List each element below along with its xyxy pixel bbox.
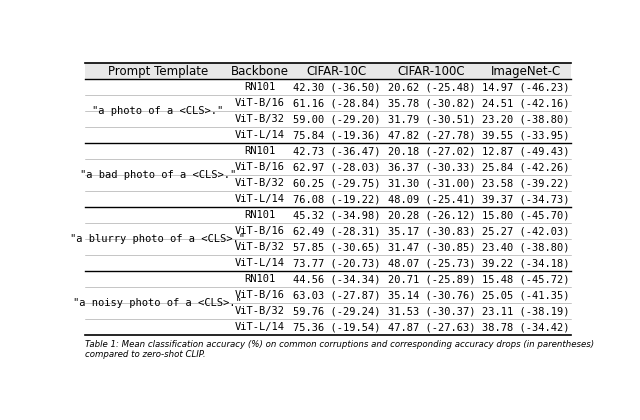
Text: ViT-B/16: ViT-B/16 xyxy=(235,290,285,300)
Text: 24.51 (-42.16): 24.51 (-42.16) xyxy=(483,98,570,108)
Text: CIFAR-10C: CIFAR-10C xyxy=(307,65,367,78)
Text: ViT-B/16: ViT-B/16 xyxy=(235,226,285,236)
Text: 20.71 (-25.89): 20.71 (-25.89) xyxy=(388,274,475,284)
Text: ViT-B/32: ViT-B/32 xyxy=(235,178,285,188)
Text: 31.79 (-30.51): 31.79 (-30.51) xyxy=(388,114,475,124)
Text: 31.53 (-30.37): 31.53 (-30.37) xyxy=(388,306,475,316)
Text: 25.27 (-42.03): 25.27 (-42.03) xyxy=(483,226,570,236)
Text: 31.47 (-30.85): 31.47 (-30.85) xyxy=(388,242,475,252)
Text: 23.40 (-38.80): 23.40 (-38.80) xyxy=(483,242,570,252)
Text: Table 1: Mean classification accuracy (%) on common corruptions and correspondin: Table 1: Mean classification accuracy (%… xyxy=(85,340,594,359)
Text: "a photo of a <CLS>.": "a photo of a <CLS>." xyxy=(92,106,223,116)
Text: 38.78 (-34.42): 38.78 (-34.42) xyxy=(483,322,570,332)
Text: 36.37 (-30.33): 36.37 (-30.33) xyxy=(388,162,475,172)
Text: 47.87 (-27.63): 47.87 (-27.63) xyxy=(388,322,475,332)
Text: 31.30 (-31.00): 31.30 (-31.00) xyxy=(388,178,475,188)
Text: "a noisy photo of a <CLS>.": "a noisy photo of a <CLS>." xyxy=(74,298,243,308)
Text: 20.28 (-26.12): 20.28 (-26.12) xyxy=(388,210,475,220)
Text: 76.08 (-19.22): 76.08 (-19.22) xyxy=(292,194,380,204)
Text: 35.14 (-30.76): 35.14 (-30.76) xyxy=(388,290,475,300)
Text: RN101: RN101 xyxy=(244,210,276,220)
Text: 59.00 (-29.20): 59.00 (-29.20) xyxy=(292,114,380,124)
Text: 48.09 (-25.41): 48.09 (-25.41) xyxy=(388,194,475,204)
Text: 75.84 (-19.36): 75.84 (-19.36) xyxy=(292,130,380,140)
Text: 14.97 (-46.23): 14.97 (-46.23) xyxy=(483,82,570,92)
Text: 62.49 (-28.31): 62.49 (-28.31) xyxy=(292,226,380,236)
Text: 35.17 (-30.83): 35.17 (-30.83) xyxy=(388,226,475,236)
Text: 45.32 (-34.98): 45.32 (-34.98) xyxy=(292,210,380,220)
Text: Backbone: Backbone xyxy=(231,65,289,78)
Text: 48.07 (-25.73): 48.07 (-25.73) xyxy=(388,258,475,268)
Text: 57.85 (-30.65): 57.85 (-30.65) xyxy=(292,242,380,252)
Text: 59.76 (-29.24): 59.76 (-29.24) xyxy=(292,306,380,316)
Text: 60.25 (-29.75): 60.25 (-29.75) xyxy=(292,178,380,188)
Text: 63.03 (-27.87): 63.03 (-27.87) xyxy=(292,290,380,300)
Text: 15.80 (-45.70): 15.80 (-45.70) xyxy=(483,210,570,220)
Text: 39.37 (-34.73): 39.37 (-34.73) xyxy=(483,194,570,204)
Text: ViT-L/14: ViT-L/14 xyxy=(235,258,285,268)
Text: 20.62 (-25.48): 20.62 (-25.48) xyxy=(388,82,475,92)
Text: 12.87 (-49.43): 12.87 (-49.43) xyxy=(483,146,570,156)
Text: CIFAR-100C: CIFAR-100C xyxy=(397,65,465,78)
Text: 42.30 (-36.50): 42.30 (-36.50) xyxy=(292,82,380,92)
Text: RN101: RN101 xyxy=(244,274,276,284)
Text: ViT-B/32: ViT-B/32 xyxy=(235,242,285,252)
Text: 23.20 (-38.80): 23.20 (-38.80) xyxy=(483,114,570,124)
Text: ViT-L/14: ViT-L/14 xyxy=(235,130,285,140)
Text: 73.77 (-20.73): 73.77 (-20.73) xyxy=(292,258,380,268)
Text: "a blurry photo of a <CLS>.": "a blurry photo of a <CLS>." xyxy=(70,234,245,244)
Text: 25.05 (-41.35): 25.05 (-41.35) xyxy=(483,290,570,300)
Text: 44.56 (-34.34): 44.56 (-34.34) xyxy=(292,274,380,284)
Text: RN101: RN101 xyxy=(244,82,276,92)
Text: "a bad photo of a <CLS>.": "a bad photo of a <CLS>." xyxy=(80,170,236,180)
Text: Prompt Template: Prompt Template xyxy=(108,65,208,78)
Text: RN101: RN101 xyxy=(244,146,276,156)
Text: ViT-B/32: ViT-B/32 xyxy=(235,114,285,124)
Text: ViT-B/16: ViT-B/16 xyxy=(235,162,285,172)
Text: 25.84 (-42.26): 25.84 (-42.26) xyxy=(483,162,570,172)
Text: 39.22 (-34.18): 39.22 (-34.18) xyxy=(483,258,570,268)
Text: 47.82 (-27.78): 47.82 (-27.78) xyxy=(388,130,475,140)
Text: ViT-L/14: ViT-L/14 xyxy=(235,194,285,204)
Bar xyxy=(85,63,571,79)
Text: 42.73 (-36.47): 42.73 (-36.47) xyxy=(292,146,380,156)
Text: 75.36 (-19.54): 75.36 (-19.54) xyxy=(292,322,380,332)
Text: ViT-B/32: ViT-B/32 xyxy=(235,306,285,316)
Text: 61.16 (-28.84): 61.16 (-28.84) xyxy=(292,98,380,108)
Text: 20.18 (-27.02): 20.18 (-27.02) xyxy=(388,146,475,156)
Text: ViT-L/14: ViT-L/14 xyxy=(235,322,285,332)
Text: 23.11 (-38.19): 23.11 (-38.19) xyxy=(483,306,570,316)
Text: 39.55 (-33.95): 39.55 (-33.95) xyxy=(483,130,570,140)
Text: ViT-B/16: ViT-B/16 xyxy=(235,98,285,108)
Text: 23.58 (-39.22): 23.58 (-39.22) xyxy=(483,178,570,188)
Text: ImageNet-C: ImageNet-C xyxy=(491,65,561,78)
Text: 62.97 (-28.03): 62.97 (-28.03) xyxy=(292,162,380,172)
Text: 15.48 (-45.72): 15.48 (-45.72) xyxy=(483,274,570,284)
Text: 35.78 (-30.82): 35.78 (-30.82) xyxy=(388,98,475,108)
